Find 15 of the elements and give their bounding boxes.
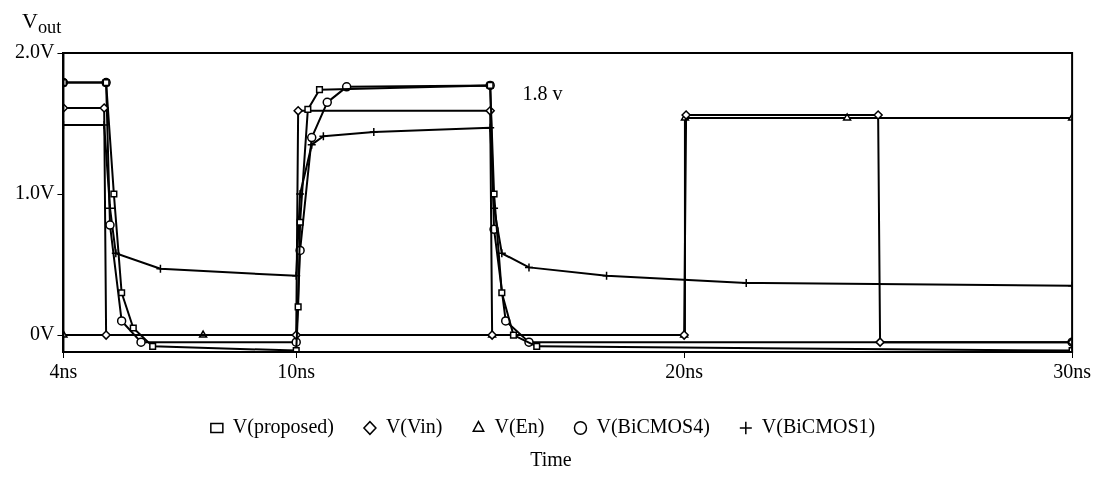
y-axis-title: V$_{out}$ [21, 8, 63, 38]
legend-label: V(Vin) [385, 415, 443, 439]
x-tick-label: 4ns [49, 360, 78, 383]
y-tick-label: 1.0V [14, 181, 55, 204]
x-tick-label: 20ns [665, 360, 704, 383]
legend-label: V(En) [494, 415, 545, 439]
legend-label: V(BiCMOS1) [761, 415, 876, 439]
legend-label: V(BiCMOS4) [596, 415, 710, 439]
y-tick-label: 2.0V [14, 40, 55, 63]
x-axis-title: Time [529, 448, 573, 471]
y-tick-label: 0V [29, 322, 55, 345]
x-tick-label: 10ns [277, 360, 316, 383]
x-tick-label: 30ns [1053, 360, 1092, 383]
annotation: 1.8 v [522, 82, 563, 105]
legend-label: V(proposed) [232, 415, 334, 439]
